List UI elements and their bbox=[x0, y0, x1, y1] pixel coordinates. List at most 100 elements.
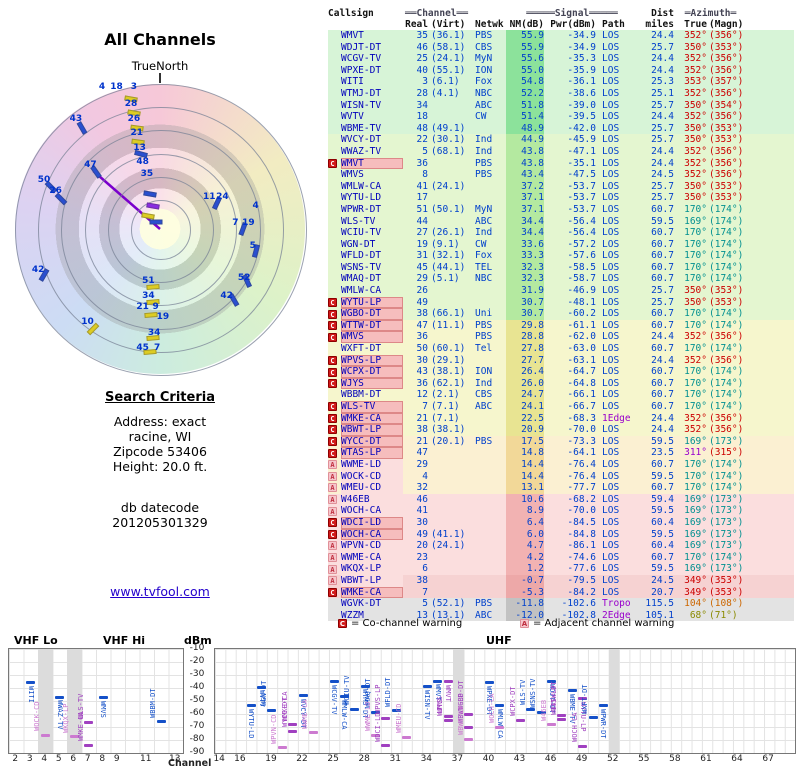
table-row: C WTAS-LP 47 14.8 -64.1 LOS 23.5 311° (315°) bbox=[328, 447, 794, 459]
noise-margin: 43.8 bbox=[506, 145, 544, 158]
table-row: WTMJ-DT 28 (4.1) NBC 52.2 -38.6 LOS 25.1 352° (35… bbox=[328, 87, 794, 100]
path: LOS bbox=[602, 261, 620, 273]
real-channel: 5 bbox=[422, 145, 428, 157]
path: LOS bbox=[602, 64, 620, 76]
callsign: WKQX-LP bbox=[341, 563, 403, 575]
table-row: WMVS 8 PBS 43.4 -47.5 LOS 24.5 352° (356°) bbox=[328, 169, 794, 181]
distance: 60.7 bbox=[651, 203, 674, 215]
virtual-channel: (38.1) bbox=[431, 366, 466, 378]
virtual-channel: (68.1) bbox=[431, 145, 466, 157]
callsign: WOCH-CA bbox=[341, 528, 403, 541]
radar-channel-label: 42 bbox=[31, 264, 45, 275]
path: LOS bbox=[602, 99, 620, 111]
col-header-pwr: Pwr(dBm) bbox=[550, 19, 596, 30]
power: -64.1 bbox=[567, 447, 596, 459]
y-axis-tick-label: -80 bbox=[189, 734, 205, 744]
table-row: A WOCK-CD 4 14.4 -76.4 LOS 59.5 170° (174°) bbox=[328, 470, 794, 483]
table-row: WSNS-TV 45 (44.1) TEL 32.3 -58.5 LOS 60.7 170° (1… bbox=[328, 261, 794, 274]
station-marker bbox=[381, 744, 391, 748]
power: -102.8 bbox=[561, 609, 596, 621]
noise-margin: 10.6 bbox=[506, 493, 544, 506]
warning-cell bbox=[328, 88, 341, 100]
station-marker bbox=[567, 689, 577, 693]
distance: 25.7 bbox=[651, 99, 674, 111]
distance: 25.7 bbox=[651, 192, 674, 204]
db-datecode-label: db datecode bbox=[120, 500, 200, 515]
warning-cell: C bbox=[328, 331, 341, 343]
radar-channel-label: 42 bbox=[220, 290, 233, 301]
power: -84.8 bbox=[567, 528, 596, 540]
co-channel-warning-badge: C bbox=[328, 425, 337, 435]
distance: 60.7 bbox=[651, 308, 674, 320]
distance: 24.5 bbox=[651, 574, 674, 586]
real-channel: 41 bbox=[416, 505, 428, 517]
warning-cell: C bbox=[328, 366, 341, 378]
distance: 105.1 bbox=[645, 609, 674, 621]
station-marker bbox=[578, 744, 588, 748]
distance: 25.7 bbox=[651, 134, 674, 146]
x-axis-tick-label: 28 bbox=[358, 754, 370, 764]
co-channel-warning-badge: C bbox=[328, 518, 337, 528]
y-axis-tick-label: -30 bbox=[189, 669, 205, 679]
real-channel: 20 bbox=[416, 540, 428, 552]
radar-ring bbox=[15, 84, 307, 376]
station-label: WWME-CA bbox=[301, 699, 310, 729]
network: PBS bbox=[475, 30, 493, 41]
azimuth-magnetic: (173°) bbox=[709, 493, 744, 505]
col-header-spacer bbox=[470, 8, 506, 19]
search-height-line: Height: 20.0 ft. bbox=[112, 459, 208, 474]
station-label: WMVT bbox=[444, 684, 453, 702]
network: PBS bbox=[475, 157, 493, 169]
callsign: WFLD-DT bbox=[341, 250, 382, 262]
azimuth-true: 352° bbox=[684, 111, 707, 123]
azimuth-magnetic: (174°) bbox=[709, 401, 744, 412]
station-label: WFLD-DT bbox=[384, 677, 393, 707]
station-marker bbox=[371, 733, 381, 737]
shaded-band bbox=[453, 649, 464, 753]
real-channel: 23 bbox=[416, 551, 428, 563]
station-label: WYTU-LD bbox=[247, 708, 256, 739]
station-marker bbox=[495, 725, 505, 729]
real-channel: 46 bbox=[416, 493, 428, 505]
callsign: WCIU-TV bbox=[341, 227, 382, 239]
station-marker bbox=[371, 710, 381, 714]
azimuth-true: 170° bbox=[684, 377, 707, 389]
virtual-channel bbox=[428, 216, 470, 228]
warning-cell bbox=[328, 65, 341, 77]
network bbox=[470, 181, 506, 193]
real-channel: 21 bbox=[416, 412, 428, 424]
warning-cell bbox=[328, 100, 341, 112]
path: LOS bbox=[602, 331, 620, 343]
station-marker bbox=[516, 718, 526, 722]
noise-margin: 28.8 bbox=[506, 331, 544, 344]
power: -64.8 bbox=[567, 377, 596, 389]
path: LOS bbox=[602, 111, 620, 123]
distance: 24.4 bbox=[651, 145, 674, 157]
warning-cell: A bbox=[328, 471, 341, 483]
distance: 25.7 bbox=[651, 180, 674, 192]
real-channel: 35 bbox=[416, 30, 428, 41]
tvfool-link[interactable]: www.tvfool.com bbox=[110, 584, 210, 599]
real-channel: 38 bbox=[416, 424, 428, 436]
azimuth-magnetic: (356°) bbox=[709, 87, 744, 99]
virtual-channel bbox=[428, 552, 470, 564]
station-label: WYCC-DT bbox=[280, 697, 289, 728]
azimuth-true: 169° bbox=[684, 563, 707, 575]
network bbox=[470, 424, 506, 436]
power: -77.6 bbox=[567, 563, 596, 575]
azimuth-magnetic: (356°) bbox=[709, 157, 744, 169]
path: 1Edge bbox=[602, 412, 631, 424]
table-row: WMLW-CA 26 31.9 -46.9 LOS 25.7 350° (353°) bbox=[328, 285, 794, 297]
noise-margin: 37.1 bbox=[506, 203, 544, 216]
table-row: WBME-TV 48 (49.1) 48.9 -42.0 LOS 25.7 350° (353°… bbox=[328, 122, 794, 135]
station-marker bbox=[464, 712, 474, 716]
table-row: C WYCC-DT 21 (20.1) PBS 17.5 -73.3 LOS 59.5 169°(… bbox=[328, 435, 794, 448]
real-channel: 49 bbox=[416, 528, 428, 540]
power: -79.5 bbox=[567, 574, 596, 586]
warning-cell bbox=[328, 250, 341, 262]
station-marker bbox=[402, 735, 412, 739]
table-row: WPXE-DT 40 (55.1) ION 55.0 -35.9 LOS 24.4 352° (3… bbox=[328, 64, 794, 77]
virtual-channel: (24.1) bbox=[431, 53, 466, 65]
station-marker bbox=[288, 723, 298, 727]
virtual-channel: (20.1) bbox=[431, 435, 466, 447]
